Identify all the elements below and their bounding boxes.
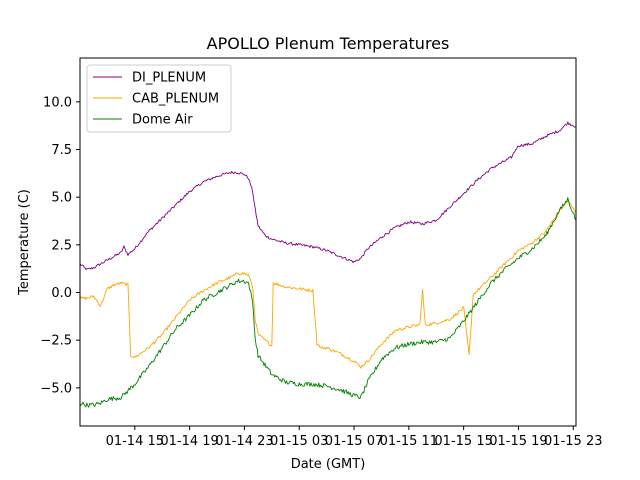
series-layer — [80, 121, 576, 408]
x-tick-label: 01-15 23 — [544, 434, 602, 449]
x-tick-label: 01-14 19 — [160, 434, 218, 449]
y-tick-label: 5.0 — [51, 191, 72, 206]
y-axis: −5.0 −2.5 0.0 2.5 5.0 7.5 10.0 — [40, 95, 80, 396]
x-axis-label: Date (GMT) — [291, 457, 366, 472]
x-tick-label: 01-15 03 — [270, 434, 328, 449]
x-tick-label: 01-15 07 — [325, 434, 383, 449]
y-tick-label: −5.0 — [40, 381, 72, 396]
y-tick-label: 10.0 — [43, 95, 72, 110]
chart-title: APOLLO Plenum Temperatures — [207, 34, 450, 53]
y-axis-label: Temperature (C) — [17, 189, 32, 296]
x-tick-label: 01-14 15 — [106, 434, 164, 449]
legend: DI_PLENUM CAB_PLENUM Dome Air — [86, 64, 232, 133]
y-tick-label: 0.0 — [51, 286, 72, 301]
legend-label: DI_PLENUM — [132, 71, 206, 86]
x-tick-label: 01-15 15 — [434, 434, 492, 449]
plot-frame — [79, 57, 577, 427]
legend-box — [86, 64, 232, 133]
legend-label: CAB_PLENUM — [132, 92, 219, 107]
y-tick-label: −2.5 — [40, 334, 72, 349]
x-tick-label: 01-15 11 — [380, 434, 438, 449]
y-tick-label: 2.5 — [51, 238, 72, 253]
y-tick-label: 7.5 — [51, 143, 72, 158]
x-tick-label: 01-14 23 — [215, 434, 273, 449]
x-tick-label: 01-15 19 — [489, 434, 547, 449]
series-line-di-plenum — [80, 121, 576, 271]
legend-label: Dome Air — [132, 113, 193, 128]
series-line-cab-plenum — [80, 200, 576, 369]
series-line-dome-air — [80, 197, 576, 408]
